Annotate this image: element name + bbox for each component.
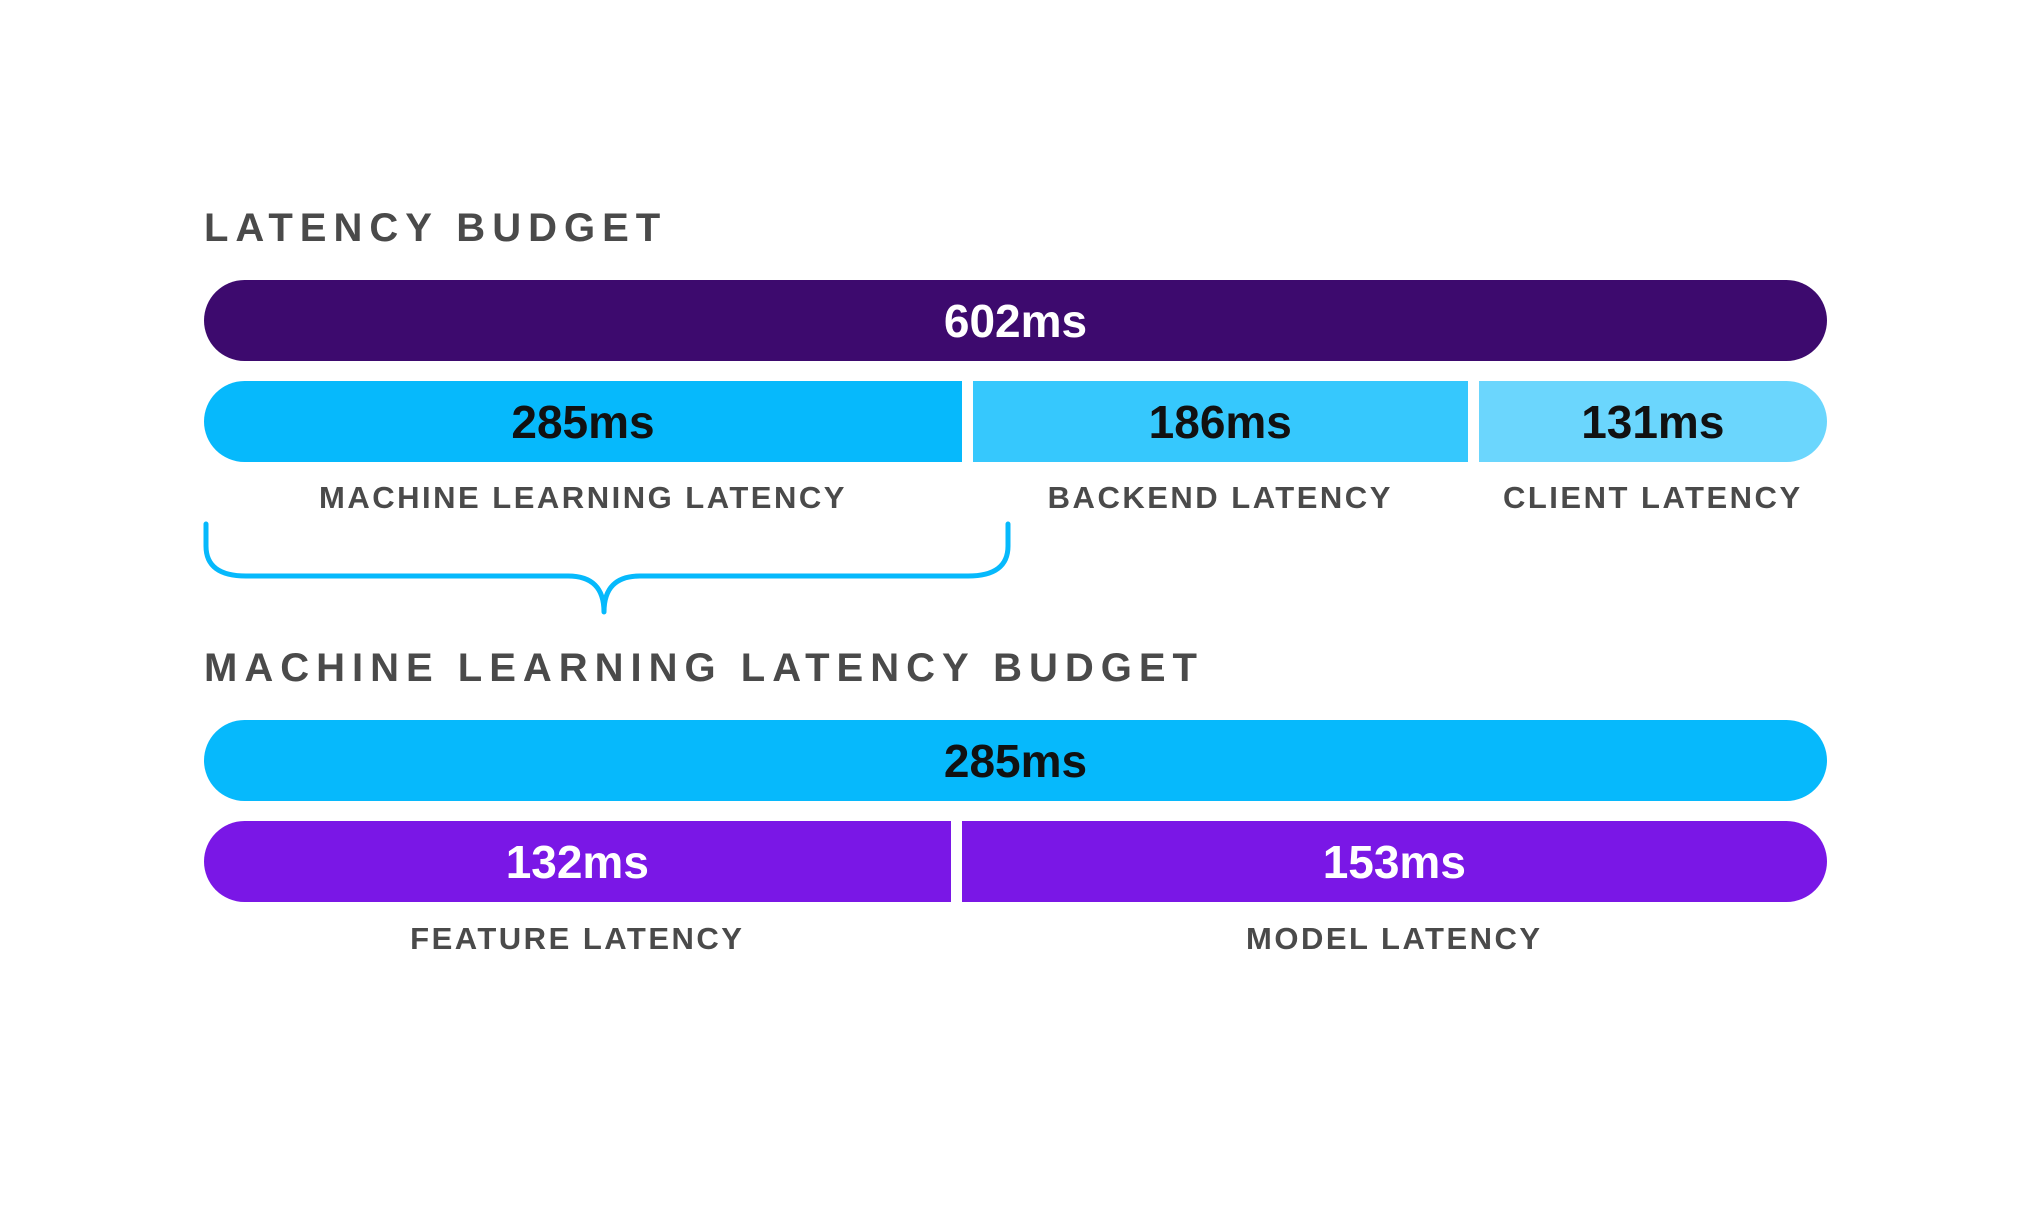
latency-budget-title: LATENCY BUDGET [204, 206, 668, 250]
ml-breakdown-labels: FEATURE LATENCY MODEL LATENCY [204, 923, 1827, 954]
client-latency-caption: CLIENT LATENCY [1502, 480, 1803, 515]
ml-breakdown-bar-row: 132ms 153ms [204, 821, 1827, 902]
ml-latency-caption: MACHINE LEARNING LATENCY [319, 480, 847, 515]
latency-breakdown-bar-row: 285ms 186ms 131ms [204, 381, 1827, 462]
ml-latency-budget-title: MACHINE LEARNING LATENCY BUDGET [204, 646, 1204, 690]
ml-latency-segment: 285ms [204, 381, 962, 462]
latency-total-bar-row: 602ms [204, 280, 1827, 361]
model-latency-caption: MODEL LATENCY [1246, 921, 1543, 956]
latency-total-bar: 602ms [204, 280, 1827, 361]
feature-latency-caption: FEATURE LATENCY [410, 921, 745, 956]
curly-brace-connector [203, 521, 1011, 615]
client-latency-segment: 131ms [1478, 381, 1827, 462]
curly-brace-path [203, 521, 1011, 615]
ml-total-bar-row: 285ms [204, 720, 1827, 801]
ml-total-bar: 285ms [204, 720, 1827, 801]
latency-breakdown-labels: MACHINE LEARNING LATENCY BACKEND LATENCY… [204, 482, 1827, 513]
model-latency-segment: 153ms [961, 821, 1827, 902]
backend-latency-segment: 186ms [972, 381, 1468, 462]
backend-latency-caption: BACKEND LATENCY [1047, 480, 1393, 515]
feature-latency-segment: 132ms [204, 821, 951, 902]
